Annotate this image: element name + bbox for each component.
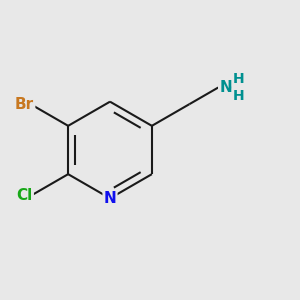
Text: Cl: Cl xyxy=(16,188,33,203)
Text: H: H xyxy=(232,89,244,103)
Text: N: N xyxy=(219,80,232,95)
Text: N: N xyxy=(103,191,116,206)
Text: Br: Br xyxy=(15,97,34,112)
Text: H: H xyxy=(232,72,244,86)
